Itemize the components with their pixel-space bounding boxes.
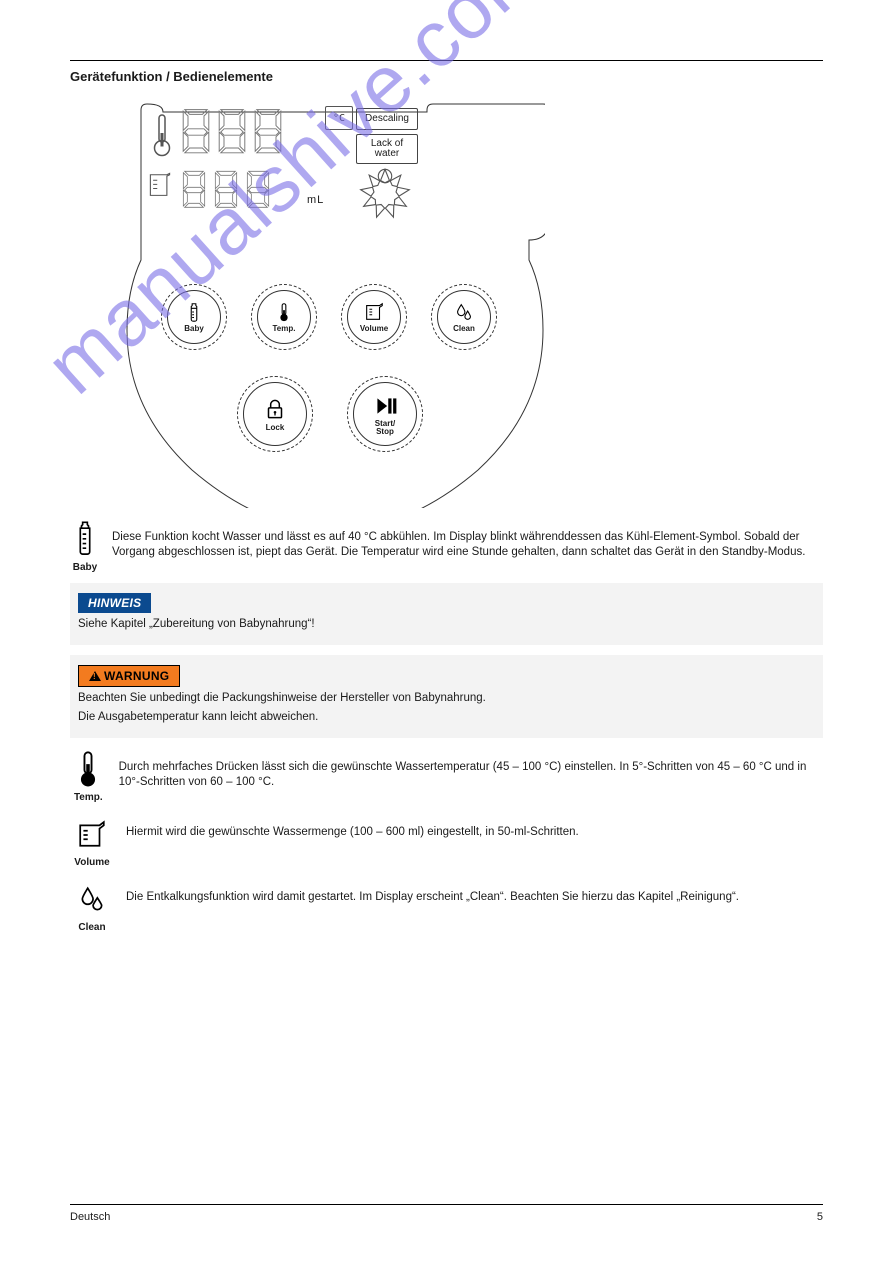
rule-top [70,60,823,61]
celsius-indicator: °C [325,106,353,130]
baby-desc-icon: Baby [70,520,100,573]
desc-row-clean: Clean Die Entkalkungsfunktion wird damit… [70,880,823,933]
rule-bottom [70,1204,823,1205]
baby-button[interactable]: Baby [161,284,227,350]
note-text: Siehe Kapitel „Zubereitung von Babynahru… [78,617,811,633]
measuring-cup-icon [363,301,385,323]
measuring-cup-icon [77,815,107,855]
clean-text: Die Entkalkungsfunktion wird damit gesta… [126,880,739,905]
volume-caption: Volume [74,857,109,868]
start-stop-button-label: Start/ Stop [375,420,395,436]
lock-button[interactable]: Lock [237,376,313,452]
lack-of-water-indicator: Lack of water [356,134,418,164]
desc-row-volume: Volume Hiermit wird die gewünschte Wasse… [70,815,823,868]
clean-caption: Clean [78,922,105,933]
baby-bottle-icon [70,520,100,560]
temp-desc-icon: Temp. [70,750,107,803]
play-pause-icon [372,393,398,419]
seven-segment-icon [251,108,285,156]
page-footer: Deutsch 5 [70,1199,823,1224]
note-callout: HINWEIS Siehe Kapitel „Zubereitung von B… [70,583,823,645]
seven-segment-icon [211,170,241,210]
temp-button-label: Temp. [273,324,296,333]
lcd-area: °C mL Descaling Lack of water [149,104,429,234]
clean-desc-icon: Clean [70,880,114,933]
volume-desc-icon: Volume [70,815,114,868]
warning-line-2: Die Ausgabetemperatur kann leicht abweic… [78,710,811,726]
seven-segment-icon [179,170,209,210]
warning-badge: WARNUNG [78,665,180,687]
water-drops-icon [77,880,107,920]
seven-segment-icon [215,108,249,156]
baby-caption: Baby [73,562,97,573]
page: Gerätefunktion / Bedienelemente °C mL De [0,0,893,1263]
seven-segment-icon [243,170,273,210]
start-stop-button[interactable]: Start/ Stop [347,376,423,452]
footer-language: Deutsch [70,1211,110,1223]
temp-digits [179,108,285,156]
warning-callout: WARNUNG Beachten Sie unbedingt die Packu… [70,655,823,738]
lock-button-label: Lock [266,423,285,432]
baby-button-label: Baby [184,324,204,333]
temp-text: Durch mehrfaches Drücken lässt sich die … [119,750,823,790]
section-heading: Gerätefunktion / Bedienelemente [70,69,823,84]
volume-text: Hiermit wird die gewünschte Wassermenge … [126,815,579,840]
desc-row-temp: Temp. Durch mehrfaches Drücken lässt sic… [70,750,823,803]
footer-page-number: 5 [817,1211,823,1223]
clean-button-label: Clean [453,324,475,333]
thermometer-icon [73,750,103,790]
clean-button[interactable]: Clean [431,284,497,350]
cup-lcd-icon [149,172,171,200]
warning-badge-label: WARNUNG [104,669,169,683]
baby-bottle-icon [183,301,205,323]
spinner-icon [357,166,413,222]
warning-line-1: Beachten Sie unbedingt die Packungshinwe… [78,691,811,707]
note-badge: HINWEIS [78,593,151,613]
control-panel-diagram: °C mL Descaling Lack of water [125,98,545,508]
descaling-indicator: Descaling [356,108,418,130]
volume-button[interactable]: Volume [341,284,407,350]
seven-segment-icon [179,108,213,156]
warning-triangle-icon [89,671,101,681]
temp-button[interactable]: Temp. [251,284,317,350]
thermometer-icon [273,301,295,323]
lock-icon [262,396,288,422]
desc-row-baby: Baby Diese Funktion kocht Wasser und läs… [70,520,823,573]
volume-digits [179,170,273,210]
ml-indicator: mL [307,194,324,206]
volume-button-label: Volume [360,324,388,333]
baby-text: Diese Funktion kocht Wasser und lässt es… [112,520,823,560]
water-drops-icon [453,301,475,323]
temp-caption: Temp. [74,792,103,803]
thermometer-lcd-icon [153,112,171,157]
